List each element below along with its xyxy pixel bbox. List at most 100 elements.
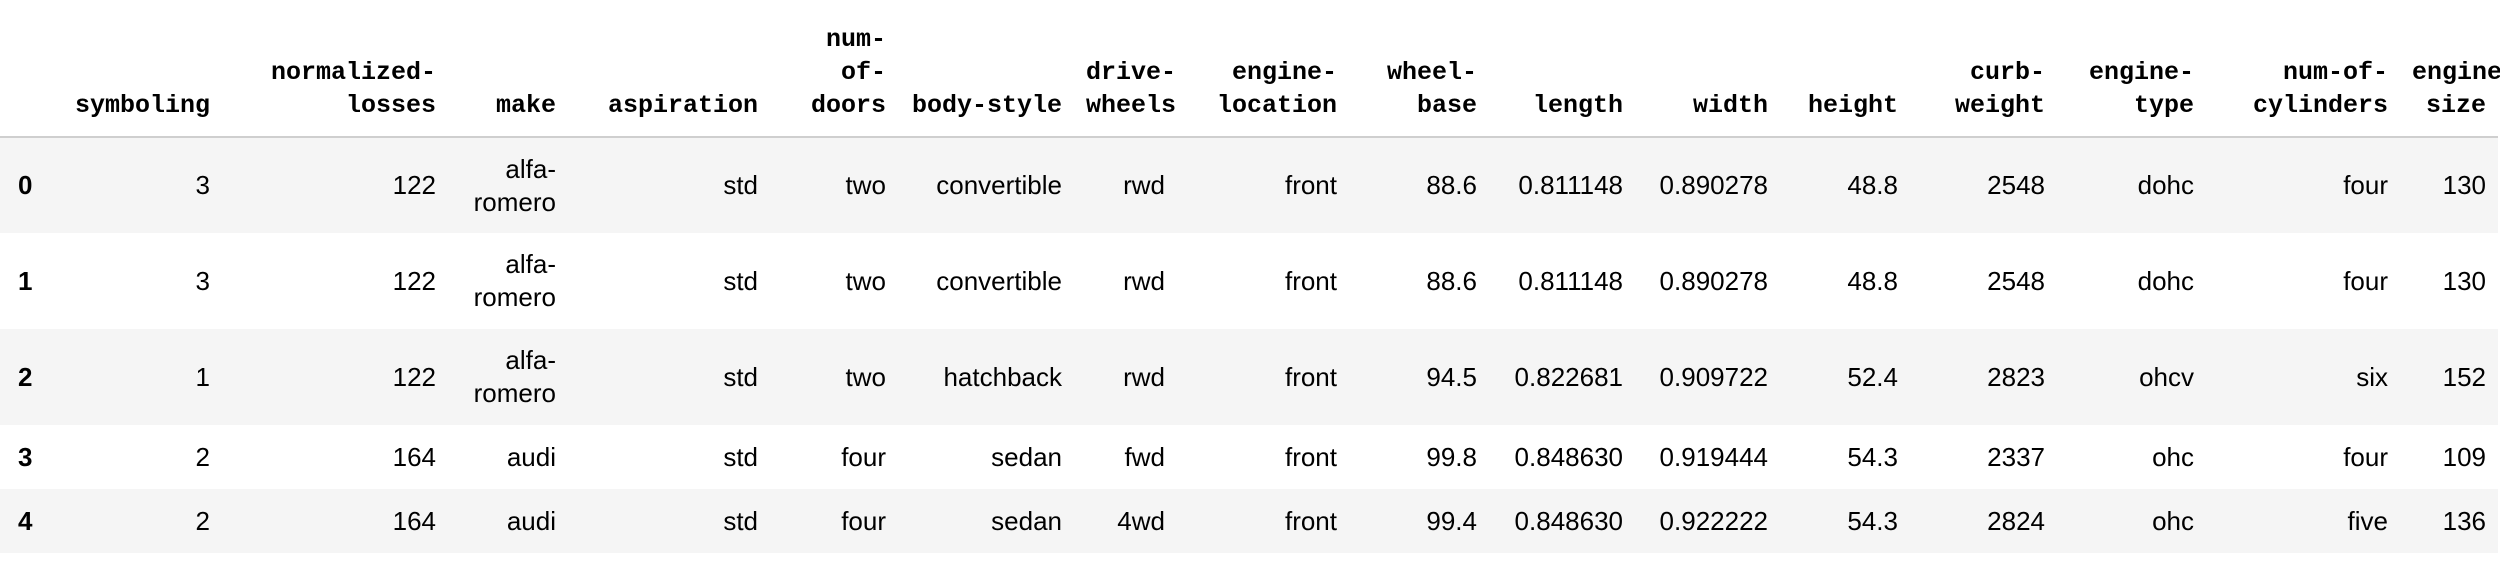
column-header-engine-size: engine-size	[2400, 22, 2500, 138]
table-row: 4 2 164 audi std four sedan 4wd front 99…	[0, 489, 2498, 553]
column-header-curb-weight: curb-weight	[1910, 22, 2057, 138]
cell-normalized-losses: 122	[392, 361, 436, 392]
column-header-wheel-base: wheel-base	[1349, 22, 1489, 138]
cell-num-of-doors: four	[841, 441, 886, 472]
cell-num-of-doors: two	[845, 170, 886, 200]
table-row: 0 3 122 alfa-romero std two convertible …	[0, 137, 2498, 233]
cell-symboling: 2	[195, 441, 210, 472]
cell-num-of-doors: two	[845, 265, 886, 296]
cell-length: 0.811148	[1518, 170, 1623, 200]
cell-drive-wheels: fwd	[1124, 441, 1165, 472]
row-index: 2	[18, 361, 33, 392]
column-header-symboling: symboling	[46, 22, 222, 138]
cell-symboling: 3	[195, 170, 210, 200]
cell-num-of-cylinders: four	[2343, 170, 2388, 200]
cell-width: 0.890278	[1659, 265, 1768, 296]
index-header	[0, 22, 46, 138]
cell-wheel-base: 88.6	[1426, 265, 1477, 296]
header-row: symboling normalized-losses make aspirat…	[0, 22, 2500, 138]
cell-body-style: convertible	[936, 265, 1062, 296]
column-header-body-style: body-style	[898, 22, 1074, 138]
column-header-normalized-losses: normalized-losses	[222, 22, 448, 138]
cell-curb-weight: 2823	[1987, 361, 2045, 392]
cell-height: 48.8	[1847, 265, 1898, 296]
cell-length: 0.848630	[1514, 505, 1623, 536]
cell-engine-size: 152	[2442, 361, 2486, 392]
cell-engine-type: ohc	[2152, 505, 2194, 536]
cell-wheel-base: 94.5	[1426, 361, 1477, 392]
cell-width: 0.919444	[1659, 441, 1768, 472]
cell-aspiration: std	[723, 505, 758, 536]
table-row: 1 3 122 alfa-romero std two convertible …	[0, 233, 2498, 329]
row-index: 0	[18, 170, 33, 200]
column-header-drive-wheels: drive-wheels	[1074, 22, 1177, 138]
cell-aspiration: std	[723, 361, 758, 392]
column-header-height: height	[1780, 22, 1910, 138]
cell-make: audi	[506, 505, 556, 536]
cell-width: 0.909722	[1659, 361, 1768, 392]
cell-engine-size: 109	[2442, 441, 2486, 472]
cell-length: 0.822681	[1514, 361, 1623, 392]
row-index: 1	[18, 265, 33, 296]
cell-num-of-cylinders: five	[2347, 505, 2388, 536]
column-header-num-of-doors: num-of-doors	[770, 22, 898, 138]
cell-engine-type: ohc	[2152, 441, 2194, 472]
dataframe-table: symboling normalized-losses make aspirat…	[0, 22, 2500, 553]
cell-engine-location: front	[1284, 361, 1337, 392]
cell-drive-wheels: rwd	[1123, 170, 1165, 200]
column-header-length: length	[1489, 22, 1635, 138]
cell-body-style: sedan	[991, 441, 1062, 472]
cell-drive-wheels: 4wd	[1117, 505, 1165, 536]
cell-width: 0.890278	[1659, 170, 1768, 200]
cell-num-of-cylinders: four	[2343, 441, 2388, 472]
cell-engine-location: front	[1284, 265, 1337, 296]
cell-engine-location: front	[1284, 170, 1337, 200]
cell-symboling: 2	[195, 505, 210, 536]
cell-curb-weight: 2337	[1987, 441, 2045, 472]
column-header-num-of-cylinders: num-of-cylinders	[2206, 22, 2400, 138]
cell-engine-type: dohc	[2137, 170, 2194, 200]
column-header-make: make	[448, 22, 568, 138]
cell-num-of-cylinders: six	[2356, 361, 2388, 392]
cell-num-of-cylinders: four	[2343, 265, 2388, 296]
cell-height: 54.3	[1847, 441, 1898, 472]
cell-engine-type: dohc	[2137, 265, 2194, 296]
cell-wheel-base: 99.8	[1426, 441, 1477, 472]
cell-make: audi	[506, 441, 556, 472]
cell-aspiration: std	[723, 170, 758, 200]
cell-wheel-base: 88.6	[1426, 170, 1477, 200]
cell-normalized-losses: 164	[392, 505, 436, 536]
cell-normalized-losses: 122	[392, 265, 436, 296]
cell-symboling: 1	[195, 361, 210, 392]
cell-engine-size: 136	[2442, 505, 2486, 536]
cell-body-style: hatchback	[943, 361, 1062, 392]
cell-engine-location: front	[1284, 441, 1337, 472]
cell-curb-weight: 2548	[1987, 170, 2045, 200]
column-header-engine-location: engine-location	[1177, 22, 1349, 138]
row-index: 4	[18, 505, 33, 536]
cell-engine-type: ohcv	[2139, 361, 2194, 392]
cell-engine-size: 130	[2442, 170, 2486, 200]
column-header-aspiration: aspiration	[568, 22, 770, 138]
cell-wheel-base: 99.4	[1426, 505, 1477, 536]
row-index: 3	[18, 441, 33, 472]
cell-body-style: sedan	[991, 505, 1062, 536]
cell-make: alfa-romero	[473, 345, 556, 408]
cell-normalized-losses: 122	[392, 170, 436, 200]
table-row: 2 1 122 alfa-romero std two hatchback rw…	[0, 329, 2498, 425]
cell-symboling: 3	[195, 265, 210, 296]
cell-length: 0.811148	[1518, 265, 1623, 296]
cell-body-style: convertible	[936, 170, 1062, 200]
cell-length: 0.848630	[1514, 441, 1623, 472]
cell-make: alfa-romero	[473, 153, 556, 217]
cell-normalized-losses: 164	[392, 441, 436, 472]
cell-height: 52.4	[1847, 361, 1898, 392]
cell-num-of-doors: four	[841, 505, 886, 536]
cell-width: 0.922222	[1659, 505, 1768, 536]
column-header-engine-type: engine-type	[2057, 22, 2206, 138]
cell-drive-wheels: rwd	[1123, 361, 1165, 392]
cell-aspiration: std	[723, 441, 758, 472]
cell-height: 54.3	[1847, 505, 1898, 536]
cell-make: alfa-romero	[473, 249, 556, 312]
